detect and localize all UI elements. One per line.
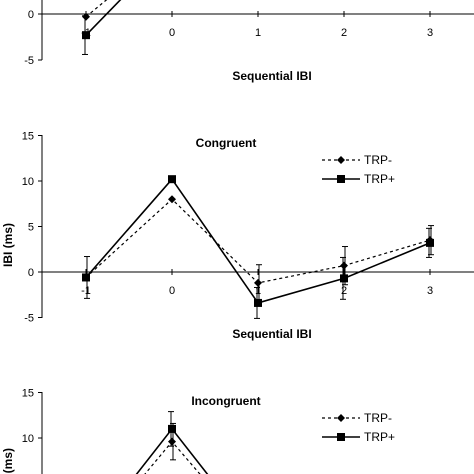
legend-marker-diamond [337,156,345,164]
data-point-diamond [82,12,90,21]
legend-label: TRP- [364,411,392,425]
panel-title: Incongruent [191,394,260,408]
y-tick-label: 0 [28,267,34,279]
series-line-TRP+ [135,427,209,474]
data-point-diamond [168,195,176,204]
data-point-square [254,298,262,307]
y-axis-label: IBI (ms) [1,223,15,267]
legend-marker-square [337,175,345,183]
data-point-square [340,274,348,283]
x-axis-label: Sequential IBI [232,327,311,341]
data-point-square [168,424,176,433]
y-tick-label: 5 [28,222,34,234]
panel-congruent: 15 10 5 0 -5 -1 0 1 2 3 Congruent Sequential IBI IBI… [1,131,474,341]
y-tick-label: -5 [24,313,34,325]
x-tick-label: 2 [341,27,347,39]
y-tick-label: 15 [22,388,34,400]
panel-top: 0-5-10123Sequential IBI [24,0,474,83]
y-tick-label: -5 [24,55,34,67]
data-point-square [82,31,90,40]
data-point-square [426,238,434,247]
x-tick-label: 2 [341,285,347,297]
x-tick-label: 0 [169,27,175,39]
legend-label: TRP+ [364,430,395,444]
x-axis-label: Sequential IBI [232,69,311,83]
x-tick-label: 1 [255,27,261,39]
legend-label: TRP+ [364,172,395,186]
y-axis-label: IBI (ms) [1,448,15,474]
y-tick-label: 0 [28,9,34,21]
legend-marker-square [337,433,345,441]
data-point-square [82,273,90,282]
x-tick-label: 1 [255,285,261,297]
x-tick-label: 3 [427,285,433,297]
data-point-diamond [340,261,348,270]
legend-marker-diamond [337,414,345,422]
series-line-TRP- [85,0,108,18]
data-point-square [168,175,176,184]
x-tick-label: 0 [169,285,175,297]
y-tick-label: 15 [22,131,34,143]
y-tick-label: 10 [22,433,34,445]
series-line-TRP+ [85,0,122,36]
panel-title: Congruent [196,136,257,150]
panel-incongruent: 15105IncongruentIBI (ms)TRP-TRP+ [1,388,395,474]
x-tick-label: 3 [427,27,433,39]
legend-label: TRP- [364,153,392,167]
data-point-diamond [254,278,262,287]
data-point-diamond [168,437,176,446]
y-tick-label: 10 [22,176,34,188]
x-tick-label: -1 [81,285,91,297]
